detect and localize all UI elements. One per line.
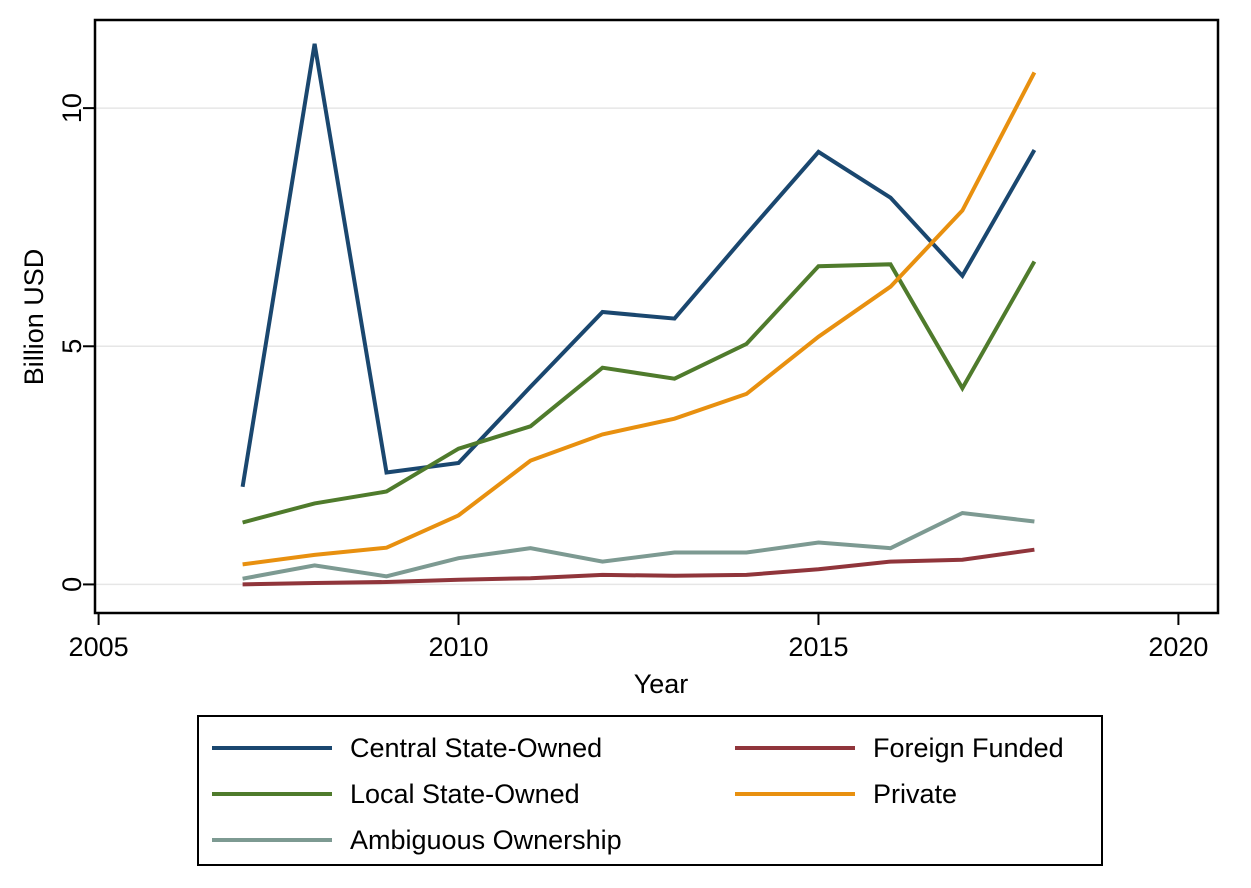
axes: 0 5 10 2005 2010 2015 2020 [57, 93, 1208, 662]
x-tick-label: 2005 [69, 632, 129, 662]
series-line-local-state-owned [242, 260, 1037, 525]
series-line-ambiguous-ownership [242, 510, 1035, 581]
legend-label: Foreign Funded [873, 733, 1064, 763]
legend-label: Ambiguous Ownership [350, 825, 622, 855]
legend: Central State-Owned Local State-Owned Ambi… [197, 715, 1103, 866]
legend-items: Central State-Owned Local State-Owned Ambi… [212, 733, 1064, 855]
x-tick-label: 2010 [428, 632, 488, 662]
series-line-foreign-funded [242, 547, 1035, 587]
x-axis-title: Year [634, 669, 689, 699]
legend-box [197, 715, 1103, 866]
series-lines [240, 43, 1037, 587]
legend-label: Local State-Owned [350, 779, 580, 809]
legend-label: Private [873, 779, 957, 809]
y-axis-title: Billion USD [19, 249, 49, 386]
legend-item-foreign-funded: Foreign Funded [735, 733, 1064, 763]
y-tick-label: 10 [57, 93, 87, 123]
legend-item-central-state-owned: Central State-Owned [212, 733, 602, 763]
series-line-central-state-owned [240, 43, 1037, 488]
legend-label: Central State-Owned [350, 733, 602, 763]
plot-area-frame [93, 18, 1220, 615]
legend-item-local-state-owned: Local State-Owned [212, 779, 580, 809]
x-tick-label: 2020 [1148, 632, 1208, 662]
legend-item-ambiguous-ownership: Ambiguous Ownership [212, 825, 622, 855]
y-tick-label: 0 [57, 577, 87, 592]
series-line-private [242, 71, 1037, 567]
x-tick-label: 2015 [788, 632, 848, 662]
y-tick-label: 5 [57, 339, 87, 354]
legend-item-private: Private [735, 779, 957, 809]
